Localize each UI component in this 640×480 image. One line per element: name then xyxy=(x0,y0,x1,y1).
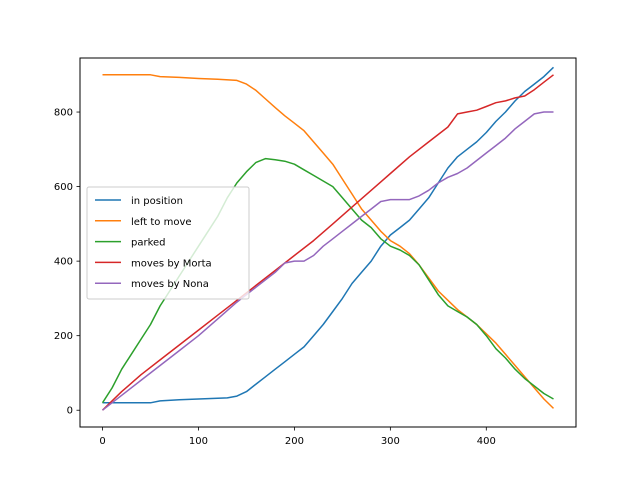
legend: in position left to move parked moves by Mo… xyxy=(86,186,250,300)
series-line-1 xyxy=(102,74,555,409)
series-line-0 xyxy=(102,66,555,404)
x-axis: 0 100 200 300 400 xyxy=(99,427,496,447)
x-tick-label: 300 xyxy=(381,436,400,447)
legend-label-0: in position xyxy=(131,196,183,207)
y-tick-label: 800 xyxy=(54,108,73,119)
x-tick-label: 100 xyxy=(189,436,208,447)
y-tick-label: 600 xyxy=(54,182,73,193)
legend-box xyxy=(86,186,250,300)
series-line-3 xyxy=(101,74,554,411)
legend-label-2: parked xyxy=(131,238,166,249)
legend-label-3: moves by Morta xyxy=(131,258,212,269)
x-tick-label: 200 xyxy=(285,436,304,447)
y-tick-label: 200 xyxy=(54,331,73,342)
legend-label-1: left to move xyxy=(131,217,192,228)
y-tick-label: 400 xyxy=(54,257,73,268)
legend-label-4: moves by Nona xyxy=(131,279,209,290)
plot-frame xyxy=(79,57,577,428)
series-line-4 xyxy=(102,111,554,411)
x-tick-label: 0 xyxy=(99,436,105,447)
y-axis: 0 200 400 600 800 xyxy=(54,108,80,417)
x-tick-label: 400 xyxy=(477,436,496,447)
y-tick-label: 0 xyxy=(67,406,73,417)
